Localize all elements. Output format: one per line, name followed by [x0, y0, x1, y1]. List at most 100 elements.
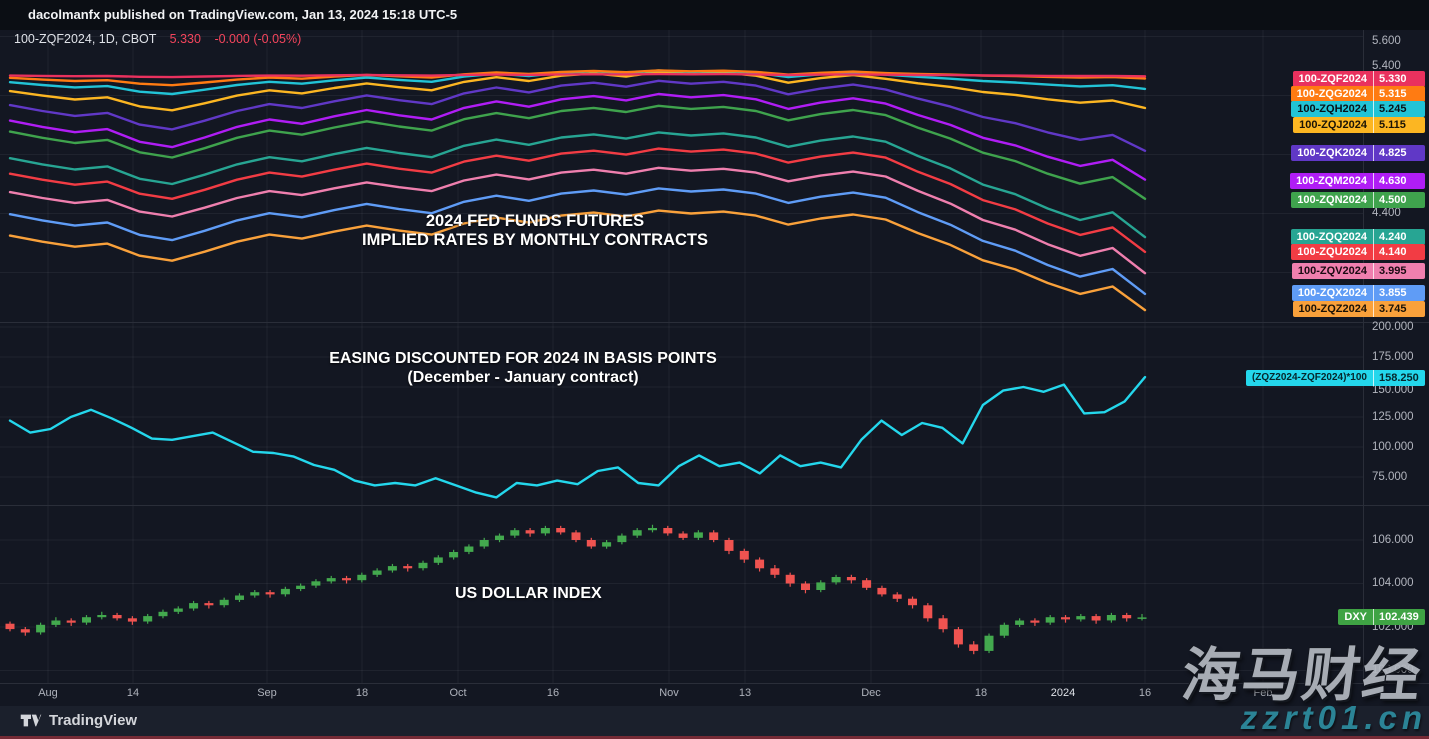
tag-value: 3.855 — [1373, 285, 1425, 301]
price-tag-100-ZQF2024[interactable]: 100-ZQF2024 5.330 — [1292, 71, 1425, 87]
candle — [20, 629, 30, 633]
price-tag-100-ZQM2024[interactable]: 100-ZQM2024 4.630 — [1290, 173, 1425, 189]
candle — [173, 608, 183, 612]
candle — [1045, 617, 1055, 623]
tradingview-logo-link[interactable]: TradingView — [20, 712, 137, 729]
candle — [953, 629, 963, 645]
price-tag-100-ZQZ2024[interactable]: 100-ZQZ2024 3.745 — [1292, 301, 1425, 317]
candle — [449, 552, 459, 558]
tag-label: 100-ZQF2024 — [1298, 73, 1367, 85]
y-axis-tick: 75.000 — [1372, 470, 1408, 483]
price-tag-DXY[interactable]: DXY 102.439 — [1338, 609, 1425, 625]
candle — [617, 535, 627, 543]
tag-value: 5.245 — [1373, 101, 1425, 117]
candle — [66, 620, 76, 623]
tag-label: 100-ZQU2024 — [1297, 246, 1367, 258]
candle — [250, 592, 260, 596]
legend-change: -0.000 (-0.05%) — [214, 32, 302, 46]
time-axis-label: Nov — [659, 687, 679, 699]
candle — [479, 540, 489, 547]
y-axis-tick: 100.000 — [1372, 663, 1414, 676]
candle — [739, 550, 749, 560]
candle — [403, 566, 413, 569]
tag-label: 100-ZQM2024 — [1296, 175, 1367, 187]
price-tag-100-ZQG2024[interactable]: 100-ZQG2024 5.315 — [1290, 86, 1425, 102]
price-tag-100-ZQQ2024[interactable]: 100-ZQQ2024 4.240 — [1290, 229, 1425, 245]
candle — [1030, 620, 1040, 623]
tag-label: DXY — [1344, 611, 1367, 623]
tag-value: 3.995 — [1373, 263, 1425, 279]
footer-bar: TradingView — [0, 706, 1429, 736]
candle — [1061, 617, 1070, 620]
tag-value: 158.250 — [1373, 370, 1425, 386]
tag-value: 4.825 — [1373, 145, 1425, 161]
time-axis-label: Oct — [449, 687, 467, 699]
candle — [1015, 620, 1025, 625]
dxy-panel-title: US DOLLAR INDEX — [455, 585, 602, 602]
candle — [357, 574, 367, 581]
candle — [709, 532, 719, 540]
basis-title-line1: EASING DISCOUNTED FOR 2024 IN BASIS POIN… — [329, 350, 717, 367]
candle — [158, 611, 168, 617]
candle — [311, 581, 321, 586]
watermark-url: zzrt01.cn — [1240, 699, 1427, 736]
candle — [785, 574, 795, 584]
candle — [969, 644, 979, 651]
series-line — [8, 166, 1147, 275]
candle — [1122, 615, 1132, 619]
price-tag-100-ZQH2024[interactable]: 100-ZQH2024 5.245 — [1291, 101, 1425, 117]
y-axis-tick: 5.400 — [1372, 59, 1401, 72]
candle — [556, 528, 566, 533]
y-axis-tick: 200.000 — [1372, 320, 1414, 333]
basis-title-line2: (December - January contract) — [407, 368, 639, 386]
candle — [36, 624, 46, 633]
candle — [235, 595, 244, 600]
candle — [571, 532, 581, 540]
price-tag-100-ZQU2024[interactable]: 100-ZQU2024 4.140 — [1291, 244, 1425, 260]
candle — [877, 587, 887, 595]
time-axis-label: 16 — [546, 687, 560, 699]
candle — [143, 616, 153, 622]
candle — [82, 617, 91, 623]
y-axis-tick: 175.000 — [1372, 350, 1414, 363]
y-axis-tick: 104.000 — [1372, 576, 1414, 589]
tag-value: 4.140 — [1373, 244, 1425, 260]
candle — [648, 528, 657, 531]
y-axis-tick: 106.000 — [1372, 533, 1414, 546]
legend-symbol[interactable]: 100-ZQF2024, 1D, CBOT — [14, 32, 157, 46]
candle — [204, 603, 214, 606]
price-tag-100-ZQJ2024[interactable]: 100-ZQJ2024 5.115 — [1293, 117, 1425, 133]
y-axis-tick: 100.000 — [1372, 440, 1414, 453]
basis-panel-title: EASING DISCOUNTED FOR 2024 IN BASIS POIN… — [329, 350, 717, 387]
candle — [280, 588, 290, 595]
time-axis-label: 13 — [738, 687, 752, 699]
price-tag--ZQZ2024-ZQF2024-100[interactable]: (ZQZ2024-ZQF2024)*100 158.250 — [1245, 370, 1425, 386]
y-axis-tick: 5.600 — [1372, 34, 1401, 47]
candle — [923, 605, 933, 619]
candle — [862, 580, 872, 588]
tag-label: 100-ZQG2024 — [1296, 88, 1367, 100]
y-axis-tick: 125.000 — [1372, 410, 1414, 423]
candle — [510, 530, 520, 536]
tag-value: 5.315 — [1373, 86, 1425, 102]
time-axis-label: 16 — [1138, 687, 1152, 699]
tag-value: 5.115 — [1373, 117, 1425, 133]
candle — [495, 535, 504, 540]
price-tag-100-ZQV2024[interactable]: 100-ZQV2024 3.995 — [1291, 263, 1425, 279]
tradingview-brand-text: TradingView — [49, 712, 138, 729]
candle — [464, 546, 474, 552]
price-tag-100-ZQN2024[interactable]: 100-ZQN2024 4.500 — [1291, 192, 1425, 208]
candle — [387, 566, 397, 571]
tag-label: 100-ZQQ2024 — [1296, 231, 1367, 243]
candle — [892, 594, 902, 599]
symbol-legend[interactable]: 100-ZQF2024, 1D, CBOT 5.330 -0.000 (-0.0… — [14, 32, 301, 46]
candle — [112, 615, 122, 619]
series-line — [8, 92, 1147, 181]
candle — [525, 530, 535, 534]
candle — [908, 598, 917, 606]
tag-value: 5.330 — [1373, 71, 1425, 87]
price-tag-100-ZQK2024[interactable]: 100-ZQK2024 4.825 — [1291, 145, 1425, 161]
price-tag-100-ZQX2024[interactable]: 100-ZQX2024 3.855 — [1291, 285, 1425, 301]
